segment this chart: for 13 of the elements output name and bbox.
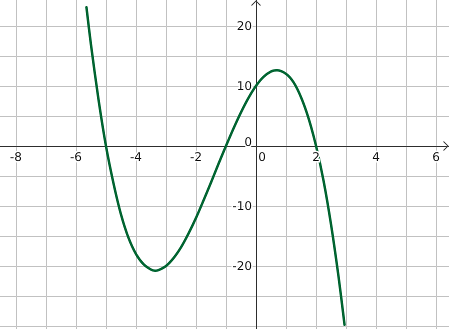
y-tick-label: -20: [232, 258, 252, 273]
x-tick-label: -2: [190, 150, 202, 164]
y-tick-label: -10: [232, 198, 252, 213]
line-series: [85, 6, 346, 326]
x-tick-label: 6: [432, 150, 440, 164]
y-tick-label: 10: [236, 78, 252, 93]
x-tick-label: 0: [258, 150, 266, 164]
x-tick-label: -6: [70, 150, 82, 164]
x-tick-label: -4: [130, 150, 142, 164]
x-tick-label: -8: [10, 150, 22, 164]
y-tick-label: 20: [236, 18, 252, 33]
x-tick-label: 4: [372, 150, 380, 164]
y-tick-label: 0: [244, 134, 252, 149]
